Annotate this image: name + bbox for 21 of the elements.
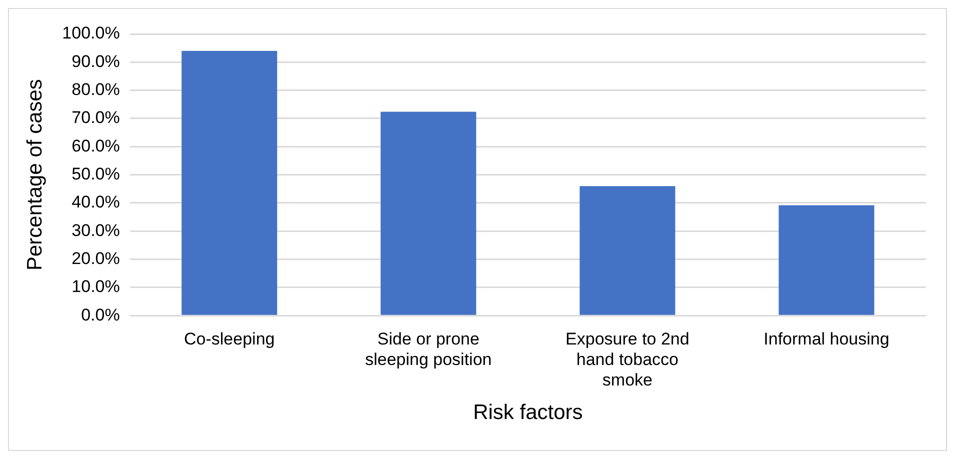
x-tick-label: Side or prone sleeping position: [365, 329, 492, 369]
y-tick-label: 80.0%: [72, 80, 120, 100]
bar: [778, 205, 874, 315]
bar: [380, 112, 476, 315]
y-tick-label: 0.0%: [81, 305, 120, 324]
y-tick-label: 30.0%: [72, 220, 120, 240]
y-tick-label: 60.0%: [72, 136, 120, 156]
y-axis-title: Percentage of cases: [23, 79, 46, 271]
y-tick-label: 10.0%: [72, 277, 120, 296]
y-tick-label: 20.0%: [72, 248, 120, 268]
y-tick-label: 100.0%: [62, 24, 120, 43]
y-tick-label: 70.0%: [72, 108, 120, 128]
x-axis-title: Risk factors: [473, 401, 583, 424]
bar: [580, 186, 676, 315]
y-tick-label: 50.0%: [72, 164, 120, 184]
x-tick-label: Informal housing: [764, 329, 890, 348]
y-tick-label: 90.0%: [72, 52, 120, 71]
bar: [182, 50, 278, 315]
x-tick-label: Co-sleeping: [184, 329, 275, 348]
y-tick-label: 40.0%: [72, 192, 120, 212]
x-tick-label: Exposure to 2nd hand tobacco smoke: [566, 329, 690, 390]
